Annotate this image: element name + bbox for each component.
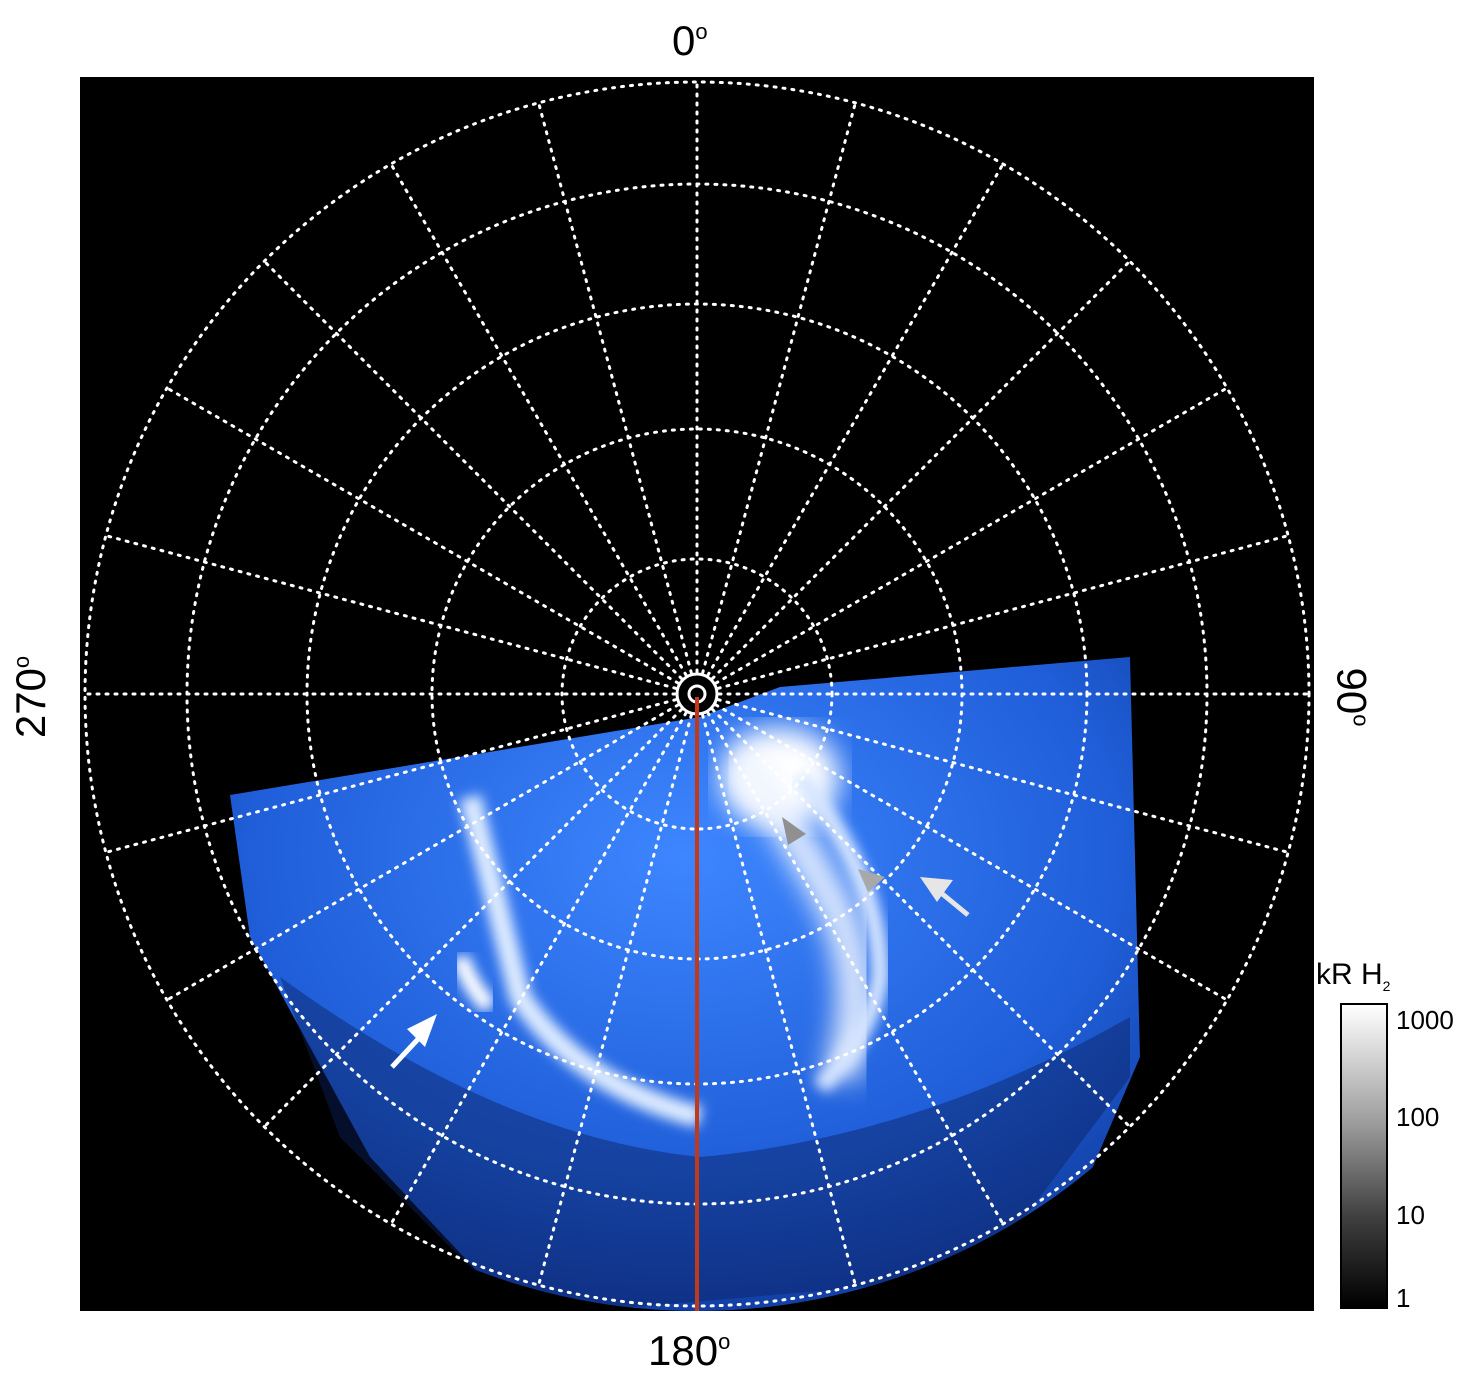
polar-aurora-image (80, 77, 1314, 1311)
label-180-deg: 180o (648, 1327, 731, 1374)
aurora-main-oval (459, 794, 703, 1128)
label-0-deg: 0o (672, 17, 708, 64)
grid-ring-5 (83, 80, 1311, 1308)
grid-spoke (389, 711, 688, 1226)
colorbar-tick-1: 1 (1396, 1283, 1411, 1313)
grid-ring-1 (560, 557, 834, 831)
grid-spoke (711, 259, 1132, 680)
grid-spoke (104, 698, 678, 854)
grid-spoke (389, 162, 688, 677)
aurora-region (230, 657, 1140, 1311)
grid-spoke (716, 698, 1290, 854)
grid-spoke (714, 703, 1229, 1002)
grid-spoke (537, 101, 693, 675)
colorbar-tick-10: 10 (1396, 1200, 1425, 1230)
aurora-dim-band (280, 977, 1130, 1311)
grid-spokes (83, 80, 1311, 1308)
grid-spoke (262, 259, 683, 680)
label-270-deg: 270o (7, 655, 55, 739)
grid-spoke (537, 713, 693, 1287)
label-90-deg: 90o (1328, 667, 1376, 727)
grid-spoke (706, 711, 1005, 1226)
colorbar-tick-100: 100 (1396, 1102, 1440, 1132)
grid-spoke (165, 703, 680, 1002)
colorbar-tick-1000: 1000 (1396, 1005, 1454, 1035)
grid-spoke (706, 162, 1005, 677)
grid-spoke (262, 708, 683, 1129)
grid-spoke (714, 386, 1229, 685)
arrow-gray-upper (782, 817, 806, 845)
arrow-gray-lower (858, 869, 885, 892)
grid-spoke (701, 713, 857, 1287)
colorbar (1340, 1003, 1388, 1309)
grid-spoke (711, 708, 1132, 1129)
aurora-dawn-arc-2 (792, 771, 890, 1094)
aurora-arc-left (451, 953, 497, 1014)
aurora-dawn-arc (726, 746, 872, 1083)
grid-spoke (716, 534, 1290, 690)
arrow-white-right (920, 877, 970, 917)
arrow-white-left (390, 1014, 437, 1069)
grid-spoke (104, 534, 678, 690)
colorbar-title: kR H2 (1316, 958, 1391, 994)
grid-spoke (701, 101, 857, 675)
grid-spoke (165, 386, 680, 685)
